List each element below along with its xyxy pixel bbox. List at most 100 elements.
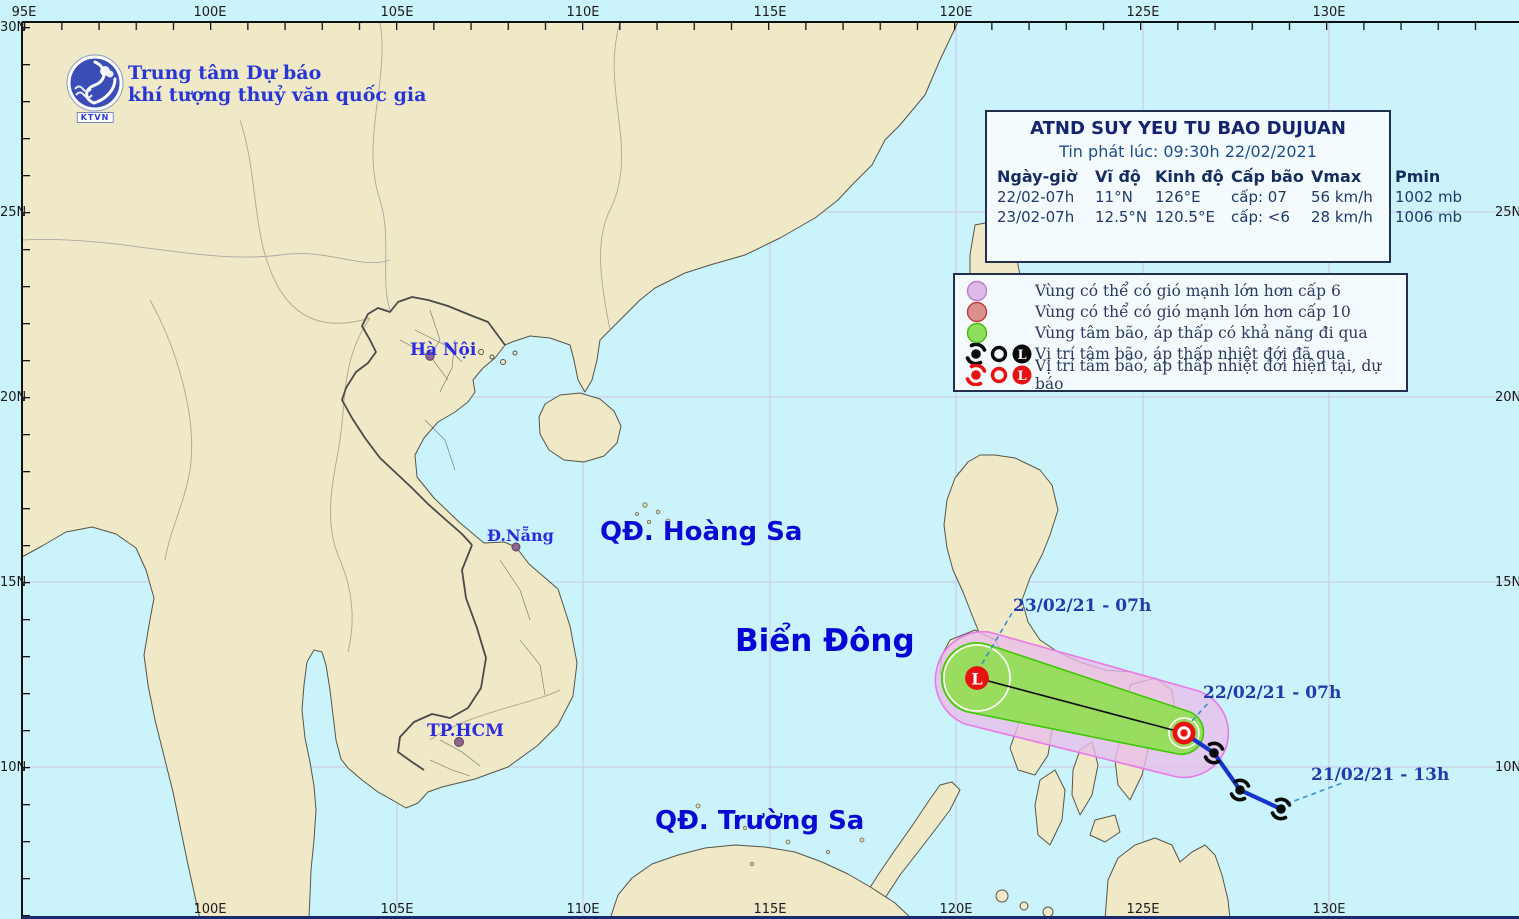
legend-label: Vùng tâm bão, áp thấp có khả năng đi qua	[1035, 323, 1368, 342]
col-header: Vĩ độ	[1095, 167, 1141, 186]
org-name-line1: Trung tâm Dự báo	[128, 62, 322, 84]
storm-bulletin-panel: ATND SUY YEU TU BAO DUJUAN Tin phát lúc:…	[985, 110, 1462, 263]
hanoi-dot	[425, 351, 435, 361]
storm-center-area-icon	[955, 322, 1035, 344]
axis-label-left: 10N	[0, 760, 27, 775]
sulu-islet	[1019, 901, 1029, 911]
label-hoang-sa: QĐ. Hoàng Sa	[600, 517, 803, 547]
axis-label-left: 30N	[0, 20, 27, 35]
axis-label-bottom: 125E	[1126, 902, 1160, 917]
forecast-position-symbol	[965, 666, 989, 690]
axis-label-top: 110E	[566, 5, 600, 20]
kttv-logo-text: KTVN	[76, 112, 114, 123]
axis-label-top: 120E	[939, 5, 973, 20]
mindanao-island	[1104, 837, 1231, 919]
asia-mainland	[21, 21, 959, 919]
table-cell: 1006 mb	[1395, 208, 1463, 226]
hcm-dot	[454, 737, 464, 747]
current-position-symbol	[1172, 721, 1196, 745]
label-past-time: 21/02/21 - 13h	[1311, 765, 1450, 785]
table-cell: 22/02-07h	[997, 188, 1075, 206]
table-cell: 28 km/h	[1311, 208, 1373, 226]
axis-label-bottom: 100E	[193, 902, 227, 917]
cone-center-area	[941, 642, 1205, 756]
table-cell: cấp: 07	[1231, 188, 1287, 206]
axis-label-top: 100E	[193, 5, 227, 20]
past-track-line	[1182, 731, 1282, 811]
axis-label-bottom: 115E	[753, 902, 787, 917]
negros-island	[1034, 769, 1066, 846]
danang-dot	[511, 542, 521, 552]
table-cell: 23/02-07h	[997, 208, 1075, 226]
hainan-island	[538, 392, 622, 463]
table-cell: 12.5°N	[1095, 208, 1148, 226]
axis-label-left: 25N	[0, 205, 27, 220]
uncertainty-circle-current	[1168, 717, 1200, 749]
axis-label-right: 10N	[1495, 760, 1519, 775]
wind-cat6-area-icon	[955, 280, 1035, 302]
axis-label-right: 20N	[1495, 390, 1519, 405]
org-name-line2: khí tượng thuỷ văn quốc gia	[128, 84, 427, 106]
axis-label-top: 130E	[1312, 5, 1346, 20]
bulletin-title: ATND SUY YEU TU BAO DUJUAN	[1030, 118, 1346, 139]
halong-islet	[500, 359, 506, 365]
col-header: Kinh độ	[1155, 167, 1224, 186]
label-bien-dong: Biển Đông	[735, 623, 915, 659]
legend-label: Vị trí tâm bão, áp thấp nhiệt đới đã qua	[1035, 344, 1346, 363]
leader-lines	[981, 612, 1346, 805]
axis-label-top: 125E	[1126, 5, 1160, 20]
table-cell: 11°N	[1095, 188, 1133, 206]
vietnam-border	[341, 296, 506, 771]
legend-panel: Vùng có thể có gió mạnh lớn hơn cấp 6 Vù…	[953, 273, 1408, 393]
bohol-island	[1089, 814, 1121, 843]
halong-islet	[489, 354, 495, 360]
legend-item: Vị trí tâm bão, áp thấp nhiệt đới hiện t…	[955, 357, 1406, 393]
sulu-islet	[995, 889, 1009, 903]
palawan-island	[854, 781, 961, 919]
col-header: Cấp bão	[1231, 167, 1304, 186]
halong-islet	[478, 349, 484, 355]
country-borders	[149, 119, 561, 741]
axis-label-right: 15N	[1495, 575, 1519, 590]
org-name: Trung tâm Dự báo khí tượng thuỷ văn quốc…	[128, 62, 426, 106]
label-hcm: TP.HCM	[427, 721, 504, 741]
uncertainty-circle-forecast	[943, 644, 1011, 712]
table-cell: 120.5°E	[1155, 208, 1215, 226]
china-province-borders	[21, 21, 622, 331]
legend-item: Vùng có thể có gió mạnh lớn hơn cấp 10	[955, 301, 1406, 322]
label-danang: Đ.Nẵng	[487, 526, 554, 545]
legend-label: Vùng có thể có gió mạnh lớn hơn cấp 10	[1035, 302, 1351, 321]
label-truong-sa: QĐ. Trường Sa	[655, 806, 865, 836]
axis-label-bottom: 110E	[566, 902, 600, 917]
legend-item: Vùng có thể có gió mạnh lớn hơn cấp 6	[955, 280, 1406, 301]
table-cell: 1002 mb	[1395, 188, 1463, 206]
axis-label-left: 15N	[0, 575, 27, 590]
spratly-islets	[695, 803, 865, 867]
axis-label-bottom: 120E	[939, 902, 973, 917]
bulletin-table: Ngày-giờ Vĩ độ Kinh độ Cấp bão Vmax Pmin…	[997, 167, 1462, 226]
bulletin-issued-time: Tin phát lúc: 09:30h 22/02/2021	[1059, 142, 1317, 161]
past-position-icons	[955, 342, 1035, 365]
kttv-logo-icon	[66, 54, 124, 112]
forecast-line	[976, 677, 1185, 734]
halong-islet	[512, 350, 518, 356]
past-position-symbol	[1270, 797, 1292, 821]
axis-label-left: 20N	[0, 390, 27, 405]
axis-label-top: 105E	[380, 5, 414, 20]
city-markers	[425, 351, 521, 747]
axis-label-top: 95E	[11, 5, 37, 20]
legend-item: Vùng tâm bão, áp thấp có khả năng đi qua	[955, 322, 1406, 343]
label-hanoi: Hà Nội	[410, 340, 477, 360]
axis-label-bottom: 130E	[1312, 902, 1346, 917]
wind-cat10-area-icon	[955, 301, 1035, 323]
storm-track	[965, 612, 1346, 821]
forecast-cone	[934, 630, 1230, 779]
paracel-islets	[635, 502, 671, 525]
legend-label: Vùng có thể có gió mạnh lớn hơn cấp 6	[1035, 281, 1341, 300]
borneo-island	[609, 844, 913, 919]
legend-label: Vị trí tâm bão, áp thấp nhiệt đới hiện t…	[1035, 356, 1382, 393]
legend-item: Vị trí tâm bão, áp thấp nhiệt đới đã qua	[955, 342, 1406, 365]
axis-label-right: 25N	[1495, 205, 1519, 220]
axis-label-top: 115E	[753, 5, 787, 20]
